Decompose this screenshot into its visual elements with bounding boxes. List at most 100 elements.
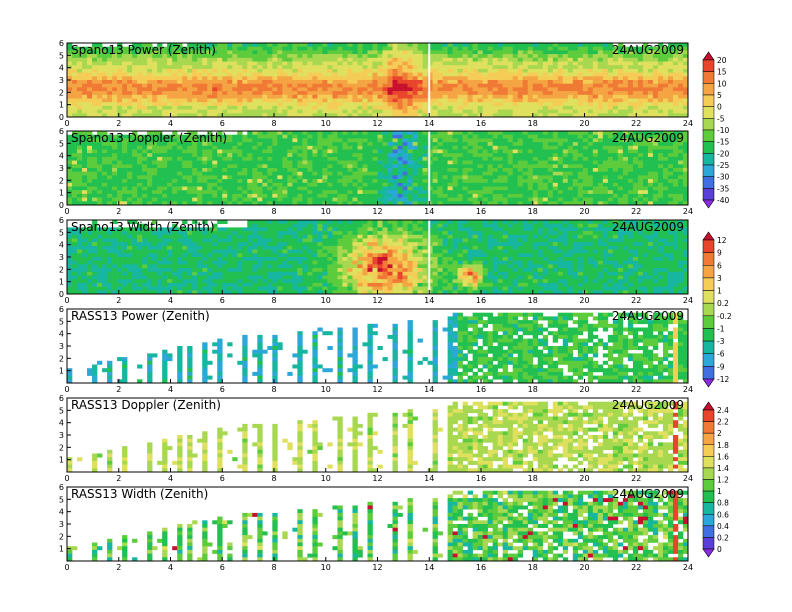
heatmap-cell [412,134,418,139]
heatmap-cell [152,156,158,161]
heatmap-cell [512,149,519,154]
heatmap-cell [217,156,223,161]
heatmap-cell [342,171,348,176]
heatmap-cell [607,87,614,92]
heatmap-cell [557,80,564,84]
heatmap-cell [462,50,468,55]
heatmap-cell [477,190,483,195]
heatmap-cell [312,175,318,180]
heatmap-cell [157,83,163,88]
heatmap-cell [267,98,273,103]
heatmap-cell [142,83,148,88]
heatmap-cell [192,142,198,147]
heatmap-cell [362,186,368,191]
heatmap-cell [597,46,604,51]
heatmap-cell [182,87,188,92]
heatmap-cell [502,61,509,66]
heatmap-cell [152,80,158,84]
heatmap-cell [677,186,684,191]
heatmap-cell [217,164,223,169]
heatmap-cell [582,80,589,84]
heatmap-cell [497,190,503,195]
heatmap-cell [572,160,579,165]
heatmap-cell [572,138,579,143]
heatmap-cell [127,153,133,158]
heatmap-cell [87,134,93,139]
heatmap-cell [672,175,679,180]
heatmap-cell [317,61,323,66]
heatmap-cell [667,80,674,84]
heatmap-cell [227,94,233,99]
heatmap-cell [192,91,198,96]
heatmap-cell [587,76,594,81]
heatmap-cell [672,149,679,154]
heatmap-cell [237,83,243,88]
heatmap-cell [102,61,108,66]
heatmap-cell [557,68,564,73]
heatmap-cell [522,186,529,191]
heatmap-cell [357,156,363,161]
heatmap-cell [452,87,458,92]
heatmap-cell [637,46,644,51]
heatmap-cell [667,57,674,62]
heatmap-cell [377,197,383,202]
heatmap-cell [657,94,664,99]
heatmap-cell [112,142,118,147]
heatmap-cell [232,109,238,114]
heatmap-cell [277,138,283,143]
heatmap-cell [87,102,93,107]
heatmap-cell [177,65,183,70]
heatmap-cell [177,105,183,110]
heatmap-cell [182,138,188,143]
heatmap-cell [317,201,323,206]
heatmap-cell [162,182,168,187]
heatmap-cell [142,175,148,180]
heatmap-cell [382,46,388,51]
heatmap-cell [202,134,208,139]
heatmap-cell [247,76,253,81]
heatmap-cell [327,105,333,110]
heatmap-cell [157,193,163,198]
heatmap-cell [192,175,198,180]
heatmap-cell [312,76,318,81]
heatmap-cell [247,57,253,62]
heatmap-cell [252,171,258,176]
heatmap-cell [517,80,524,84]
heatmap-cell [627,83,634,88]
heatmap-cell [327,197,333,202]
heatmap-cell [412,109,418,114]
heatmap-cell [367,98,373,103]
heatmap-cell [367,102,373,107]
heatmap-cell [432,179,438,184]
heatmap-cell [82,68,88,73]
heatmap-cell [412,61,418,66]
heatmap-cell [87,149,93,154]
heatmap-cell [197,153,203,158]
heatmap-cell [552,83,559,88]
heatmap-cell [547,76,554,81]
heatmap-cell [557,72,564,77]
heatmap-cell [507,57,514,62]
heatmap-cell [327,98,333,103]
heatmap-cell [677,160,684,165]
heatmap-cell [137,134,143,139]
heatmap-cell [377,87,383,92]
heatmap-cell [672,87,679,92]
heatmap-cell [337,186,343,191]
heatmap-cell [422,186,428,191]
heatmap-cell [652,109,659,114]
heatmap-cell [72,76,78,81]
heatmap-cell [392,149,398,154]
heatmap-cell [227,138,233,143]
heatmap-cell [272,190,278,195]
heatmap-cell [237,91,243,96]
heatmap-cell [607,179,614,184]
heatmap-cell [667,83,674,88]
heatmap-cell [357,80,363,84]
heatmap-cell [207,43,213,47]
heatmap-cell [542,91,549,96]
heatmap-cell [192,138,198,143]
heatmap-cell [667,175,674,180]
heatmap-cell [477,76,483,81]
heatmap-cell [332,153,338,158]
